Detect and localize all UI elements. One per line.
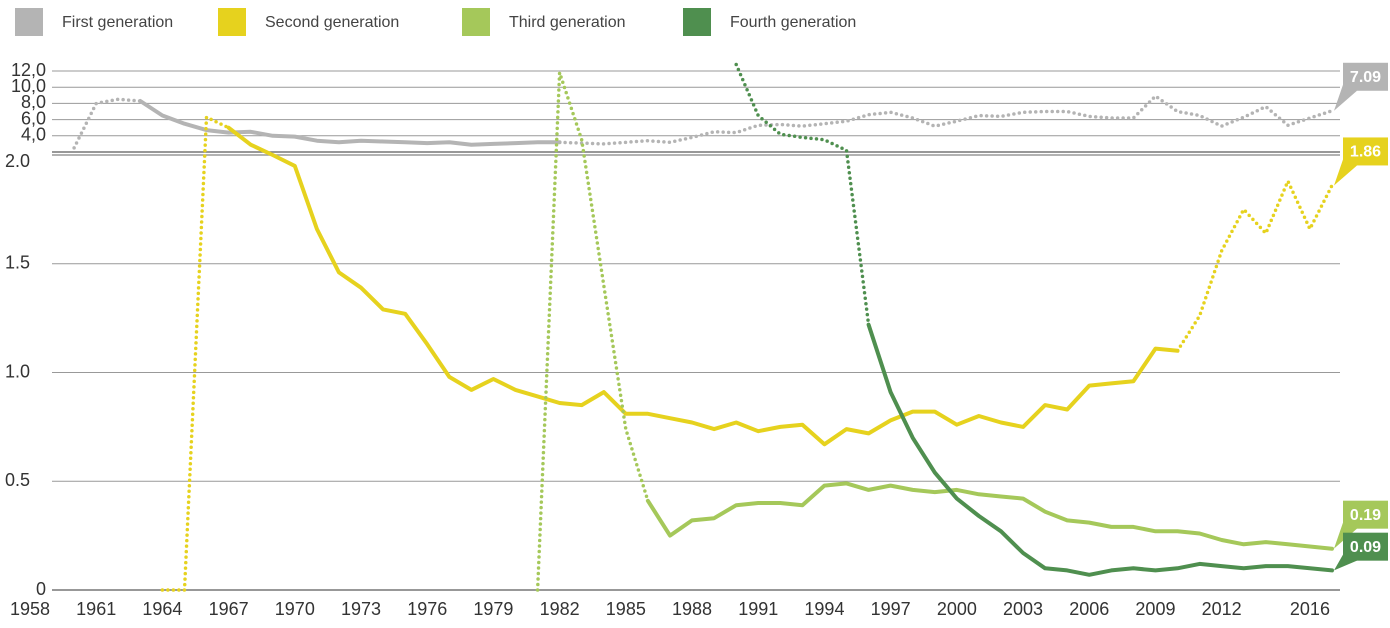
- series-line: [866, 322, 1334, 577]
- legend-swatch: [683, 8, 711, 36]
- x-tick-label: 2009: [1135, 599, 1175, 619]
- legend-label: Third generation: [509, 14, 626, 31]
- legend-swatch: [218, 8, 246, 36]
- x-tick-label: 2012: [1202, 599, 1242, 619]
- series-line: [1175, 179, 1334, 353]
- series-line: [557, 94, 1334, 146]
- legend-label: Fourth generation: [730, 14, 856, 31]
- series-line: [734, 62, 871, 327]
- x-tick-label: 1988: [672, 599, 712, 619]
- y-tick-label: 8,0: [21, 92, 46, 112]
- end-label-box: [1343, 62, 1388, 91]
- legend-swatch: [462, 8, 490, 36]
- end-label-tail: [1334, 159, 1357, 186]
- legend-swatch: [15, 8, 43, 36]
- x-tick-label: 2016: [1290, 599, 1330, 619]
- x-tick-label: 1973: [341, 599, 381, 619]
- y-tick-label: 0: [36, 579, 46, 599]
- end-label: 1.86: [1350, 144, 1381, 161]
- end-label: 0.19: [1350, 507, 1381, 524]
- y-tick-label: 1.5: [5, 253, 30, 273]
- series-line: [72, 97, 143, 150]
- x-tick-label: 1970: [275, 599, 315, 619]
- x-tick-label: 1991: [738, 599, 778, 619]
- end-label-box: [1343, 500, 1388, 529]
- x-tick-label: 1985: [606, 599, 646, 619]
- end-label: 7.09: [1350, 69, 1381, 86]
- series-line: [535, 70, 650, 592]
- end-label-box: [1343, 137, 1388, 166]
- x-tick-label: 1958: [10, 599, 50, 619]
- x-tick-label: 1994: [804, 599, 844, 619]
- x-tick-label: 1976: [407, 599, 447, 619]
- series-line: [160, 115, 231, 592]
- end-label: 0.09: [1350, 539, 1381, 556]
- y-tick-label: 6,0: [21, 108, 46, 128]
- series-line: [138, 99, 562, 147]
- x-tick-label: 2000: [937, 599, 977, 619]
- y-tick-label: 0.5: [5, 470, 30, 490]
- series-line: [645, 481, 1334, 551]
- x-tick-label: 1967: [209, 599, 249, 619]
- end-label-box: [1343, 532, 1388, 561]
- x-tick-label: 1982: [540, 599, 580, 619]
- x-tick-label: 2003: [1003, 599, 1043, 619]
- x-tick-label: 1964: [142, 599, 182, 619]
- x-tick-label: 1961: [76, 599, 116, 619]
- x-tick-label: 1979: [473, 599, 513, 619]
- end-label-tail: [1334, 84, 1357, 111]
- y-tick-label: 4,0: [21, 125, 46, 145]
- y-tick-label: 10,0: [11, 76, 46, 96]
- legend-label: First generation: [62, 14, 173, 31]
- series-line: [226, 125, 1180, 447]
- x-tick-label: 2006: [1069, 599, 1109, 619]
- y-tick-label: 12,0: [11, 60, 46, 80]
- x-tick-label: 1997: [871, 599, 911, 619]
- legend-label: Second generation: [265, 14, 399, 31]
- y-tick-label: 1.0: [5, 361, 30, 381]
- y-tick-label: 2.0: [5, 151, 30, 171]
